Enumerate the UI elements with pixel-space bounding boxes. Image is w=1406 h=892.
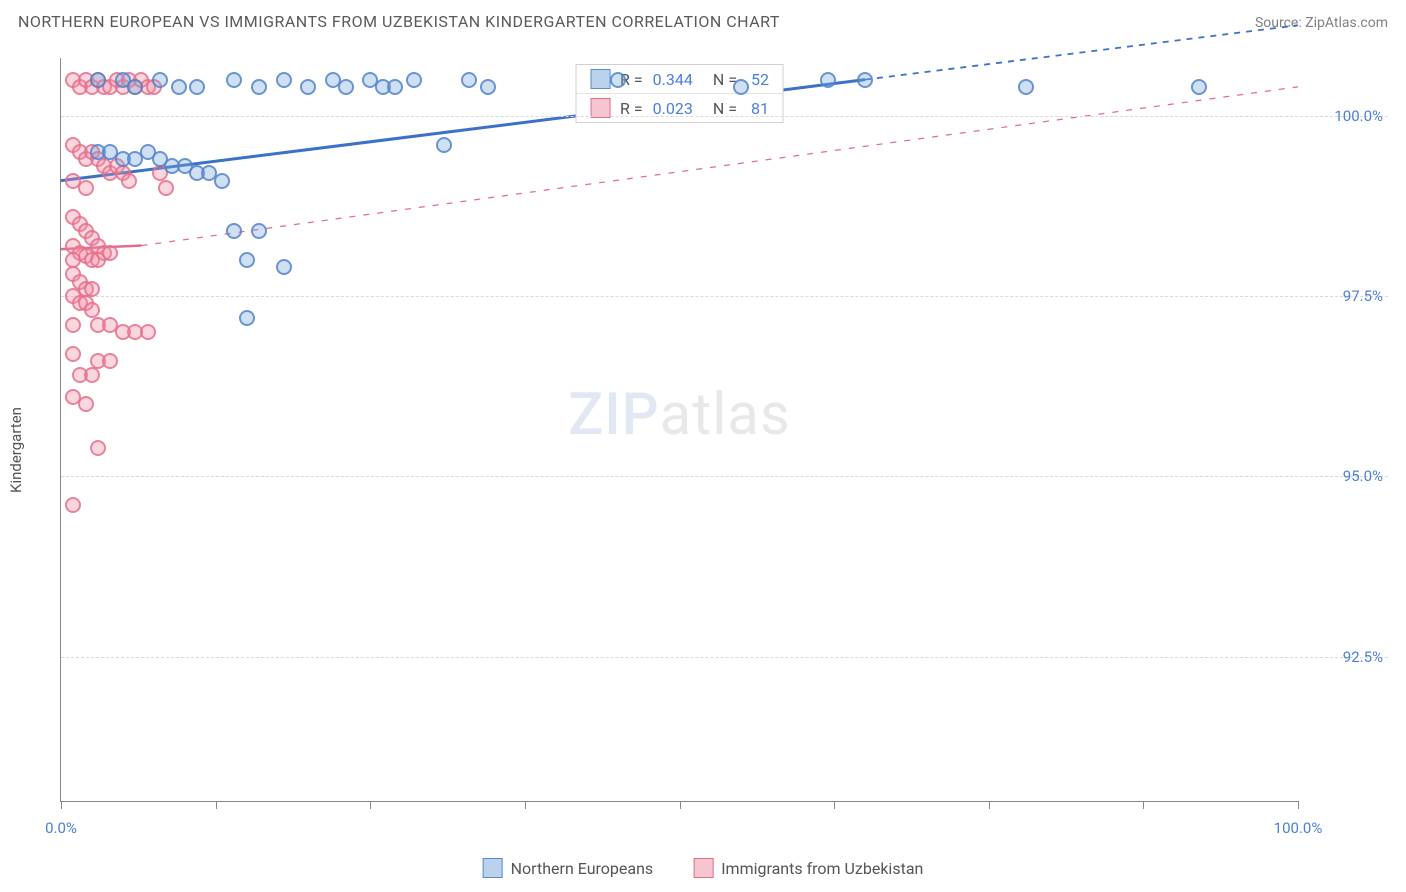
gridline <box>61 657 1388 658</box>
blue-point <box>239 252 255 268</box>
series-label: Northern Europeans <box>511 859 654 878</box>
x-tick <box>1143 801 1144 809</box>
blue-point <box>189 79 205 95</box>
series-legend-item: Northern Europeans <box>483 858 654 878</box>
pink-point <box>78 180 94 196</box>
legend-r-value: 0.023 <box>653 99 693 118</box>
correlation-legend: R =0.344N = 52 R = 0.023 N = 81 <box>575 64 784 123</box>
x-tick <box>834 801 835 809</box>
blue-point <box>733 79 749 95</box>
trend-lines <box>61 58 1298 801</box>
x-tick-label: 100.0% <box>1274 819 1323 837</box>
y-tick-label: 97.5% <box>1343 287 1383 305</box>
chart-title: NORTHERN EUROPEAN VS IMMIGRANTS FROM UZB… <box>18 12 780 31</box>
x-tick <box>61 801 62 809</box>
blue-point <box>857 72 873 88</box>
pink-point <box>65 317 81 333</box>
x-tick <box>216 801 217 809</box>
blue-point <box>226 72 242 88</box>
blue-point <box>300 79 316 95</box>
gridline <box>61 116 1388 117</box>
blue-point <box>251 79 267 95</box>
x-tick-label: 0.0% <box>45 819 77 837</box>
series-label: Immigrants from Uzbekistan <box>721 859 923 878</box>
gridline <box>61 296 1388 297</box>
blue-point <box>1191 79 1207 95</box>
x-tick <box>680 801 681 809</box>
legend-swatch <box>693 858 713 878</box>
y-tick-label: 92.5% <box>1343 648 1383 666</box>
blue-point <box>820 72 836 88</box>
blue-point <box>406 72 422 88</box>
pink-point <box>121 173 137 189</box>
x-tick <box>989 801 990 809</box>
legend-swatch <box>483 858 503 878</box>
x-tick <box>370 801 371 809</box>
pink-point <box>65 346 81 362</box>
series-legend-item: Immigrants from Uzbekistan <box>693 858 923 878</box>
legend-n-value: 81 <box>747 99 769 118</box>
pink-point <box>78 396 94 412</box>
plot-area: ZIPatlas R =0.344N = 52R =0.023N = 81 92… <box>60 58 1298 802</box>
pink-point <box>102 245 118 261</box>
chart-container: Kindergarten ZIPatlas R =0.344N = 52R =0… <box>18 48 1388 852</box>
legend-r-label: R = <box>620 99 643 118</box>
pink-point <box>102 353 118 369</box>
legend-r-value: 0.344 <box>653 70 693 89</box>
blue-point <box>480 79 496 95</box>
blue-point <box>152 72 168 88</box>
legend-n-label: N = <box>713 99 737 118</box>
x-tick <box>1298 801 1299 809</box>
blue-point <box>214 173 230 189</box>
blue-point <box>338 79 354 95</box>
blue-point <box>226 223 242 239</box>
legend-row: R = 0.023 N = 81 <box>576 94 783 122</box>
blue-point <box>127 79 143 95</box>
y-tick-label: 100.0% <box>1334 107 1383 125</box>
series-legend: Northern Europeans Immigrants from Uzbeki… <box>483 858 924 878</box>
pink-point <box>158 180 174 196</box>
y-tick-label: 95.0% <box>1343 467 1383 485</box>
pink-point <box>65 497 81 513</box>
pink-point <box>84 367 100 383</box>
legend-swatch <box>590 69 610 89</box>
pink-point <box>140 324 156 340</box>
pink-point <box>90 440 106 456</box>
blue-point <box>461 72 477 88</box>
blue-point <box>610 72 626 88</box>
blue-point <box>276 259 292 275</box>
legend-n-value: 52 <box>747 70 769 89</box>
blue-point <box>171 79 187 95</box>
blue-point <box>90 72 106 88</box>
legend-row: R =0.344N = 52 <box>576 65 783 94</box>
x-tick <box>525 801 526 809</box>
blue-point <box>276 72 292 88</box>
blue-point <box>1018 79 1034 95</box>
blue-point <box>387 79 403 95</box>
blue-point <box>251 223 267 239</box>
blue-point <box>436 137 452 153</box>
gridline <box>61 476 1388 477</box>
y-axis-label: Kindergarten <box>7 407 25 493</box>
blue-point <box>239 310 255 326</box>
